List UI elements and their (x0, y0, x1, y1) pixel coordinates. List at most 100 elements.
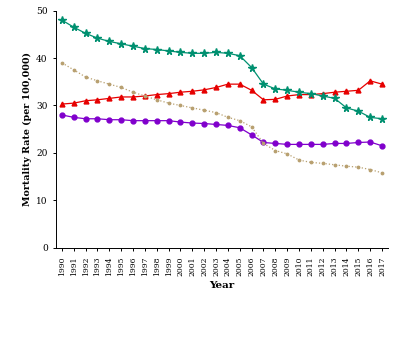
CMR-Females (356, 141, 361, 145)
ASMR-Males (71, 25, 76, 29)
ASMR-Males (237, 53, 242, 58)
ASMR-Males (368, 115, 373, 120)
CMR-Females (226, 123, 230, 127)
CMR-Females (190, 121, 195, 125)
CMR-Females (214, 122, 218, 127)
CMR-Males (285, 94, 290, 98)
ASMR-Females (249, 125, 254, 129)
CMR-Females (131, 119, 136, 123)
ASMR-Males (83, 31, 88, 35)
ASMR-Males (107, 39, 112, 44)
ASMR-Females (178, 103, 183, 108)
CMR-Males (60, 102, 64, 106)
ASMR-Males (308, 91, 313, 96)
CMR-Females (273, 141, 278, 145)
CMR-Females (107, 118, 112, 122)
CMR-Females (368, 140, 373, 144)
ASMR-Males (190, 51, 195, 56)
CMR-Males (380, 82, 384, 86)
ASMR-Females (285, 152, 290, 156)
CMR-Females (308, 142, 313, 147)
ASMR-Males (142, 46, 147, 51)
ASMR-Males (332, 96, 337, 101)
CMR-Males (249, 88, 254, 92)
CMR-Males (368, 79, 373, 83)
CMR-Females (202, 121, 207, 126)
CMR-Males (131, 95, 136, 99)
ASMR-Males (356, 109, 361, 113)
ASMR-Females (237, 119, 242, 123)
CMR-Males (237, 82, 242, 86)
CMR-Males (166, 91, 171, 96)
CMR-Males (297, 92, 302, 97)
CMR-Males (344, 89, 349, 93)
CMR-Females (154, 119, 159, 123)
ASMR-Males (166, 49, 171, 53)
ASMR-Males (344, 106, 349, 110)
ASMR-Females (273, 148, 278, 153)
Y-axis label: Mortality Rate (per 100,000): Mortality Rate (per 100,000) (23, 52, 32, 206)
ASMR-Females (332, 162, 337, 167)
ASMR-Males (273, 87, 278, 91)
CMR-Females (95, 117, 100, 121)
CMR-Males (154, 92, 159, 97)
Line: CMR-Females: CMR-Females (60, 113, 384, 148)
X-axis label: Year: Year (209, 281, 235, 290)
CMR-Females (178, 120, 183, 124)
CMR-Males (107, 96, 112, 101)
ASMR-Males (320, 94, 325, 98)
CMR-Males (178, 90, 183, 94)
CMR-Females (380, 144, 384, 148)
CMR-Females (71, 115, 76, 120)
CMR-Females (320, 142, 325, 147)
ASMR-Females (261, 141, 266, 145)
CMR-Females (297, 142, 302, 147)
CMR-Males (226, 82, 230, 86)
ASMR-Males (95, 36, 100, 40)
CMR-Females (237, 126, 242, 130)
CMR-Males (190, 89, 195, 93)
ASMR-Females (368, 167, 373, 172)
ASMR-Males (178, 50, 183, 55)
ASMR-Females (119, 85, 124, 90)
CMR-Males (214, 85, 218, 90)
CMR-Males (320, 91, 325, 96)
CMR-Males (202, 88, 207, 92)
ASMR-Females (131, 90, 136, 94)
ASMR-Males (226, 51, 230, 56)
ASMR-Females (308, 160, 313, 165)
ASMR-Females (142, 94, 147, 98)
CMR-Females (344, 141, 349, 145)
ASMR-Females (190, 106, 195, 110)
CMR-Females (60, 113, 64, 117)
ASMR-Males (214, 50, 218, 55)
CMR-Females (249, 133, 254, 137)
CMR-Females (332, 141, 337, 145)
ASMR-Males (380, 117, 384, 121)
Legend: CMR-Males, CMR-Females, ASMR-Males, ASMR-Females: CMR-Males, CMR-Females, ASMR-Males, ASMR… (78, 352, 366, 354)
ASMR-Females (95, 79, 100, 83)
ASMR-Females (83, 75, 88, 79)
ASMR-Females (60, 61, 64, 65)
CMR-Males (71, 101, 76, 105)
ASMR-Males (261, 82, 266, 86)
ASMR-Females (71, 68, 76, 72)
CMR-Males (273, 97, 278, 102)
ASMR-Males (285, 88, 290, 92)
Line: ASMR-Males: ASMR-Males (58, 16, 386, 122)
ASMR-Females (202, 108, 207, 112)
CMR-Males (356, 88, 361, 92)
ASMR-Males (119, 42, 124, 46)
ASMR-Males (202, 51, 207, 56)
ASMR-Females (297, 158, 302, 162)
ASMR-Males (297, 90, 302, 94)
ASMR-Females (320, 161, 325, 165)
CMR-Males (95, 98, 100, 102)
CMR-Females (142, 119, 147, 123)
ASMR-Males (60, 18, 64, 22)
ASMR-Females (344, 164, 349, 169)
CMR-Females (166, 119, 171, 123)
CMR-Females (119, 118, 124, 122)
Line: ASMR-Females: ASMR-Females (60, 61, 384, 175)
CMR-Males (83, 99, 88, 103)
